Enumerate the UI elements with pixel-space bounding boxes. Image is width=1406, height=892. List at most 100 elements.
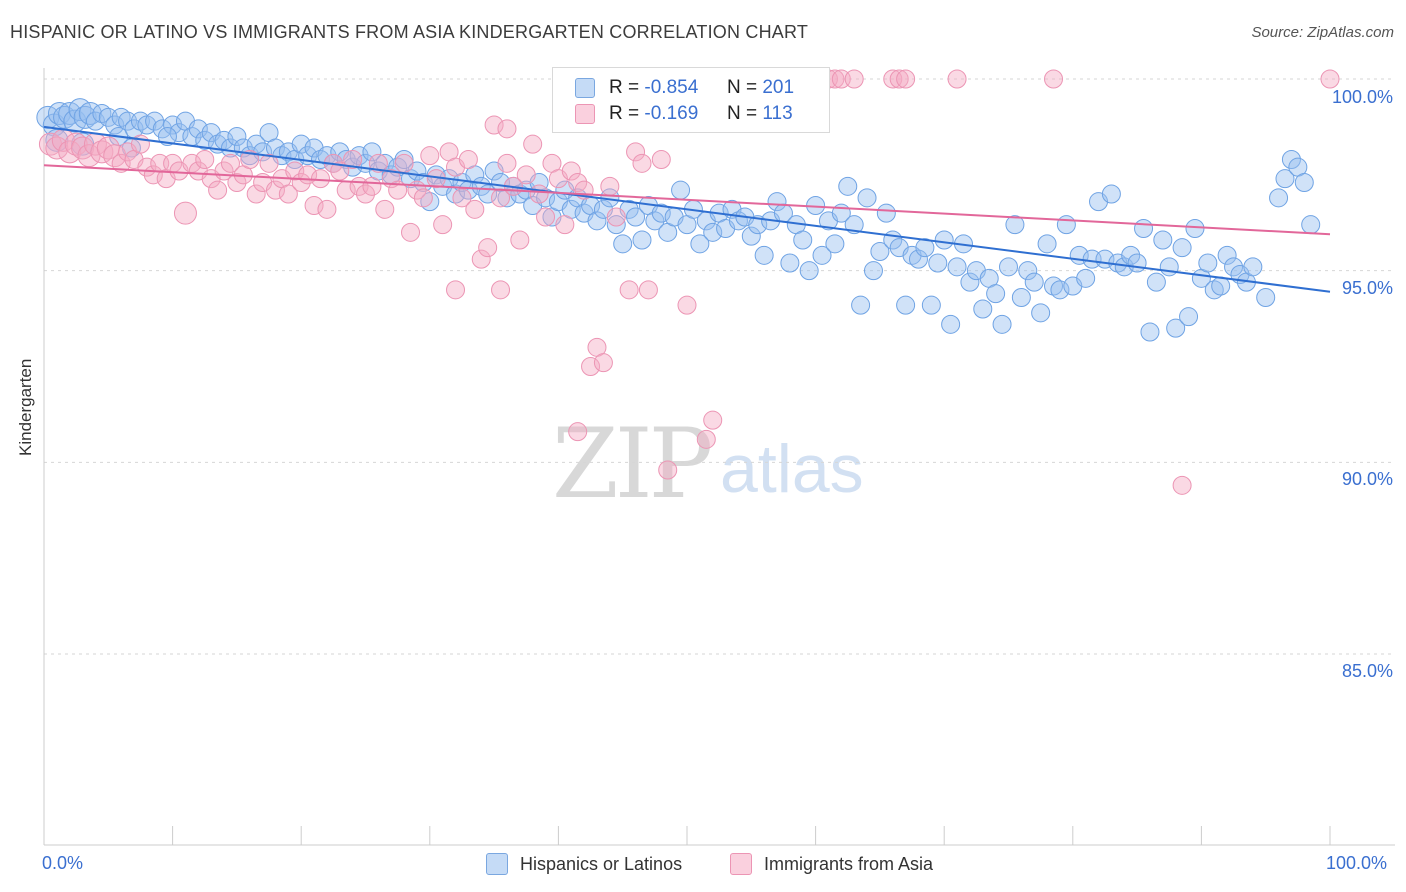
point-hispanic <box>1301 215 1321 235</box>
point-hispanic <box>690 234 710 254</box>
point-hispanic <box>863 261 883 281</box>
legend-label: Immigrants from Asia <box>764 853 934 874</box>
point-hispanic <box>1172 238 1192 258</box>
point-hispanic <box>1159 257 1179 277</box>
point-hispanic <box>188 119 208 139</box>
point-asia <box>947 69 967 89</box>
point-asia <box>330 161 350 181</box>
point-asia <box>593 353 613 373</box>
point-asia <box>491 280 511 300</box>
point-asia <box>677 295 697 315</box>
legend-item-hispanics: Hispanics or Latinos <box>486 852 682 876</box>
point-asia <box>516 165 536 185</box>
point-hispanic <box>1101 184 1121 204</box>
point-asia <box>401 222 421 242</box>
point-asia <box>220 153 240 173</box>
point-hispanic <box>1031 303 1051 323</box>
point-asia <box>343 150 363 169</box>
point-hispanic <box>825 234 845 254</box>
point-hispanic <box>1005 215 1025 235</box>
point-asia <box>111 153 131 173</box>
point-hispanic <box>812 245 832 265</box>
source-label: Source: ZipAtlas.com <box>1251 24 1394 41</box>
point-asia <box>1172 475 1192 495</box>
point-asia <box>703 410 723 430</box>
legend-swatch-pink <box>575 104 595 124</box>
point-hispanic <box>915 238 935 258</box>
point-hispanic <box>291 134 311 154</box>
point-hispanic <box>1179 307 1199 327</box>
point-hispanic <box>195 130 215 150</box>
point-hispanic <box>1211 276 1231 296</box>
point-hispanic <box>626 207 646 227</box>
point-asia <box>195 150 215 169</box>
point-hispanic <box>1076 268 1096 288</box>
legend-label: Hispanics or Latinos <box>520 853 683 874</box>
point-hispanic <box>1140 322 1160 342</box>
point-hispanic <box>1050 280 1070 300</box>
point-hispanic <box>703 222 723 242</box>
point-hispanic <box>497 188 517 208</box>
legend-r-value: -0.854 <box>644 77 699 98</box>
point-hispanic <box>1256 288 1276 307</box>
point-asia <box>523 134 543 154</box>
point-hispanic <box>145 111 165 131</box>
legend-n-value: 113 <box>762 103 793 124</box>
point-hispanic <box>986 284 1006 304</box>
point-hispanic <box>1275 169 1295 189</box>
point-asia <box>413 188 433 208</box>
point-asia <box>227 173 247 192</box>
trendline-hispanic <box>43 125 1331 293</box>
point-hispanic <box>105 115 125 135</box>
point-hispanic <box>896 295 916 315</box>
point-asia <box>433 215 453 235</box>
point-hispanic <box>227 127 247 146</box>
point-hispanic <box>941 314 961 334</box>
point-hispanic <box>1153 230 1173 250</box>
point-hispanic <box>1281 150 1301 169</box>
point-asia <box>696 429 716 449</box>
point-hispanic <box>928 253 948 273</box>
point-hispanic <box>1217 245 1237 265</box>
legend-n-value: 201 <box>762 77 795 98</box>
legend-item-asia: Immigrants from Asia <box>730 852 933 876</box>
point-asia <box>356 184 375 204</box>
point-asia <box>446 280 466 300</box>
point-asia <box>173 201 197 225</box>
point-asia <box>362 176 382 196</box>
point-asia <box>497 119 517 139</box>
point-hispanic <box>992 314 1012 334</box>
point-asia <box>632 153 652 173</box>
point-asia <box>497 153 517 173</box>
point-asia <box>265 180 285 200</box>
point-hispanic <box>645 211 665 231</box>
point-asia <box>368 153 388 173</box>
point-hispanic <box>606 215 626 235</box>
point-asia <box>458 150 478 169</box>
point-hispanic <box>851 295 871 315</box>
x-tick-label-left: 0.0% <box>42 853 84 873</box>
point-asia <box>58 140 82 164</box>
point-hispanic <box>1224 257 1244 277</box>
point-hispanic <box>767 192 787 212</box>
point-hispanic <box>336 150 356 169</box>
point-asia <box>889 69 909 89</box>
point-hispanic <box>362 142 382 162</box>
chart-title: HISPANIC OR LATINO VS IMMIGRANTS FROM AS… <box>10 22 809 42</box>
point-asia <box>310 169 330 189</box>
point-asia <box>581 357 601 376</box>
point-hispanic <box>1121 245 1141 265</box>
point-hispanic <box>1127 253 1147 273</box>
point-asia <box>90 140 114 164</box>
point-asia <box>626 142 646 162</box>
point-asia <box>658 460 678 480</box>
point-hispanic <box>1018 261 1038 281</box>
point-hispanic <box>651 203 671 223</box>
point-asia <box>896 69 916 89</box>
point-asia <box>71 136 95 160</box>
y-axis-label: Kindergarten <box>16 358 35 456</box>
point-hispanic <box>921 295 941 315</box>
point-asia <box>561 161 581 181</box>
point-asia <box>638 280 658 300</box>
point-asia <box>304 196 324 215</box>
